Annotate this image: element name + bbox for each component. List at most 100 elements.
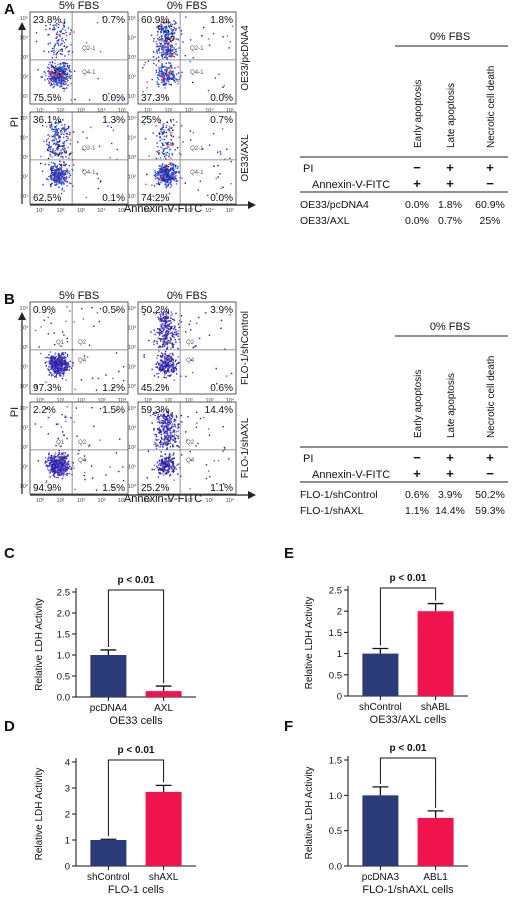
dot xyxy=(62,32,64,35)
dot xyxy=(163,420,166,423)
dot xyxy=(56,141,58,143)
dot xyxy=(70,29,72,31)
dot xyxy=(55,148,58,150)
dot xyxy=(58,453,60,455)
dot xyxy=(58,460,60,462)
dot xyxy=(115,119,117,122)
dot xyxy=(163,471,165,473)
dot xyxy=(167,462,169,464)
panel-letter: E xyxy=(284,545,294,562)
dot xyxy=(156,444,158,446)
dot xyxy=(161,330,163,333)
dot xyxy=(70,44,72,46)
dot xyxy=(170,174,172,176)
dot xyxy=(90,465,93,467)
dot xyxy=(192,132,195,134)
x-tick-label: 10² xyxy=(185,398,193,404)
dot xyxy=(170,25,173,27)
dot xyxy=(162,414,164,416)
dot xyxy=(168,72,171,74)
dot xyxy=(57,181,59,183)
y-tick-label: 2 xyxy=(65,810,70,821)
dot xyxy=(170,77,172,80)
dot xyxy=(159,72,161,75)
dot xyxy=(67,27,70,29)
y-arrowhead xyxy=(18,312,26,320)
dot xyxy=(52,148,54,150)
dot xyxy=(177,330,179,332)
dot xyxy=(50,365,52,367)
dot xyxy=(48,360,50,363)
dot xyxy=(59,78,61,80)
dot xyxy=(164,365,167,368)
dot xyxy=(57,472,59,474)
dot xyxy=(153,443,155,446)
dot xyxy=(64,29,66,31)
dot xyxy=(54,136,56,138)
dot xyxy=(166,369,168,372)
dot-plot-frame xyxy=(29,301,129,395)
dot xyxy=(160,171,162,173)
dot xyxy=(164,184,166,186)
y-tick-label: 10² xyxy=(20,445,28,451)
dot xyxy=(160,451,162,453)
dot xyxy=(165,310,168,312)
dot xyxy=(49,463,51,465)
dot xyxy=(162,427,165,429)
dot xyxy=(57,459,59,461)
dot xyxy=(63,147,66,149)
dot xyxy=(160,327,162,329)
dot xyxy=(166,121,169,123)
dot xyxy=(165,132,168,134)
dot xyxy=(165,366,168,368)
bar xyxy=(90,840,127,866)
dot xyxy=(168,169,170,171)
dot xyxy=(59,460,62,463)
dot xyxy=(161,326,163,328)
dot xyxy=(59,151,61,153)
dot xyxy=(56,146,58,149)
dot xyxy=(40,426,42,428)
dot xyxy=(165,364,167,367)
dot xyxy=(46,407,48,410)
dot xyxy=(68,165,71,167)
dot xyxy=(58,352,60,355)
dot xyxy=(158,332,160,334)
dot xyxy=(168,324,170,326)
dot xyxy=(61,456,63,458)
dot xyxy=(63,178,65,180)
dot xyxy=(230,372,233,375)
dot xyxy=(175,48,177,50)
dot xyxy=(160,323,163,326)
dot xyxy=(55,84,57,86)
dot xyxy=(147,450,150,452)
dot xyxy=(40,197,43,200)
dot xyxy=(51,171,54,174)
dot xyxy=(55,181,58,184)
dot xyxy=(162,335,164,337)
dot xyxy=(55,132,57,135)
dot xyxy=(167,24,170,27)
dot xyxy=(58,464,61,466)
dot xyxy=(162,460,164,462)
dot xyxy=(174,81,176,83)
dot xyxy=(49,372,51,374)
dot xyxy=(168,443,170,445)
dot xyxy=(58,471,60,474)
dot xyxy=(50,161,53,164)
dot xyxy=(54,169,56,171)
dot xyxy=(60,69,62,71)
dot xyxy=(174,331,176,333)
dot xyxy=(166,438,168,440)
dot xyxy=(166,421,169,423)
dot xyxy=(162,169,164,171)
y-tick-label: 10² xyxy=(128,345,136,351)
dot xyxy=(190,459,192,461)
dot xyxy=(67,463,70,466)
dot xyxy=(168,342,170,344)
dot xyxy=(171,335,173,337)
dot xyxy=(56,71,59,73)
x-tick-label: 10⁵ xyxy=(226,107,234,114)
dot xyxy=(161,425,163,428)
dot xyxy=(166,165,168,167)
